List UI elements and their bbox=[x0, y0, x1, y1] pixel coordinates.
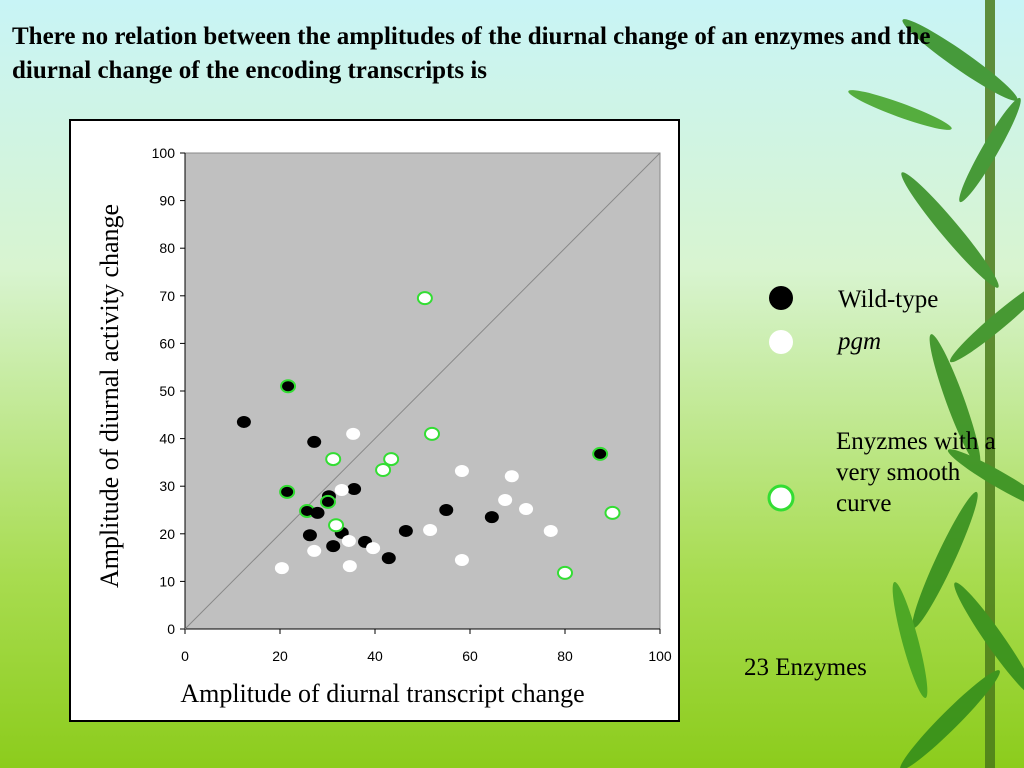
point bbox=[454, 553, 469, 566]
point bbox=[424, 426, 440, 441]
point bbox=[383, 452, 400, 467]
point bbox=[280, 379, 297, 394]
plot: 0 10 20 30 40 50 60 70 80 90 100 0 20 40 60 80 100 Amplit… bbox=[95, 145, 672, 708]
point bbox=[416, 291, 433, 306]
legend-marker bbox=[769, 330, 793, 354]
note: 23 Enzymes bbox=[744, 654, 867, 681]
x-axis-label: Amplitude of diurnal transcript change bbox=[180, 679, 584, 708]
y-tick-label: 0 bbox=[167, 621, 175, 637]
point bbox=[302, 529, 317, 542]
y-tick-label: 100 bbox=[152, 145, 176, 161]
x-tick-label: 40 bbox=[367, 648, 383, 664]
point bbox=[325, 452, 342, 467]
y-tick-label: 40 bbox=[159, 431, 175, 447]
point bbox=[484, 511, 499, 524]
x-tick-label: 80 bbox=[557, 648, 573, 664]
y-axis-label: Amplitude of diurnal activity change bbox=[95, 204, 124, 588]
x-tick-label: 60 bbox=[462, 648, 478, 664]
point bbox=[307, 435, 322, 448]
legend-marker bbox=[769, 286, 793, 310]
slide-title: There no relation between the amplitudes… bbox=[12, 23, 931, 84]
x-tick-label: 100 bbox=[648, 648, 672, 664]
point bbox=[498, 494, 513, 507]
legend-label: Enyzmes with a very smooth curve bbox=[836, 428, 996, 517]
point bbox=[439, 504, 454, 516]
point bbox=[592, 446, 609, 461]
point bbox=[381, 552, 396, 565]
point bbox=[543, 524, 558, 537]
point bbox=[307, 544, 322, 557]
point bbox=[423, 523, 438, 536]
point bbox=[346, 427, 361, 440]
y-tick-label: 90 bbox=[159, 193, 175, 209]
bamboo-decoration bbox=[848, 0, 1024, 768]
legend-marker bbox=[767, 484, 795, 512]
x-tick-label: 0 bbox=[181, 648, 189, 664]
y-tick-label: 80 bbox=[159, 240, 175, 256]
point bbox=[557, 565, 573, 580]
point bbox=[334, 484, 349, 497]
diagonal bbox=[184, 152, 661, 630]
point bbox=[504, 470, 519, 483]
legend-label: Wild-type bbox=[838, 286, 939, 313]
y-tick-label: 20 bbox=[159, 526, 175, 542]
y-tick-label: 70 bbox=[159, 288, 175, 304]
point bbox=[454, 464, 469, 477]
point bbox=[398, 524, 413, 537]
x-tick-label: 20 bbox=[272, 648, 288, 664]
point bbox=[366, 542, 381, 555]
point bbox=[342, 560, 357, 573]
point bbox=[341, 534, 356, 547]
point bbox=[319, 494, 336, 509]
point bbox=[279, 484, 296, 499]
point bbox=[236, 415, 251, 428]
point bbox=[326, 540, 341, 553]
point bbox=[274, 562, 289, 575]
point bbox=[310, 506, 325, 519]
y-tick-label: 30 bbox=[159, 478, 175, 494]
point bbox=[347, 483, 362, 496]
y-tick-label: 50 bbox=[159, 383, 175, 399]
point bbox=[604, 505, 621, 520]
point bbox=[375, 463, 392, 478]
point bbox=[519, 503, 534, 516]
y-tick-label: 10 bbox=[159, 573, 175, 589]
legend-label: pgm bbox=[838, 328, 882, 355]
point bbox=[328, 518, 345, 533]
y-tick-label: 60 bbox=[159, 335, 175, 351]
